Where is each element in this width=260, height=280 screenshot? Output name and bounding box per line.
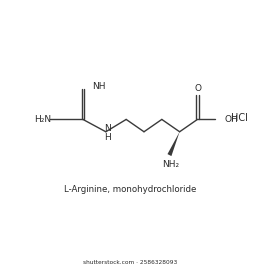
Text: HCl: HCl	[231, 113, 248, 123]
Text: NH: NH	[93, 82, 106, 91]
Polygon shape	[167, 132, 180, 156]
Text: L-Arginine, monohydrochloride: L-Arginine, monohydrochloride	[64, 185, 196, 194]
Text: H: H	[105, 133, 111, 142]
Text: N: N	[105, 124, 111, 133]
Text: NH₂: NH₂	[162, 160, 179, 169]
Text: H₂N: H₂N	[34, 115, 51, 124]
Text: O: O	[194, 84, 202, 93]
Text: OH: OH	[225, 115, 239, 124]
Text: shutterstock.com · 2586328093: shutterstock.com · 2586328093	[83, 260, 177, 265]
